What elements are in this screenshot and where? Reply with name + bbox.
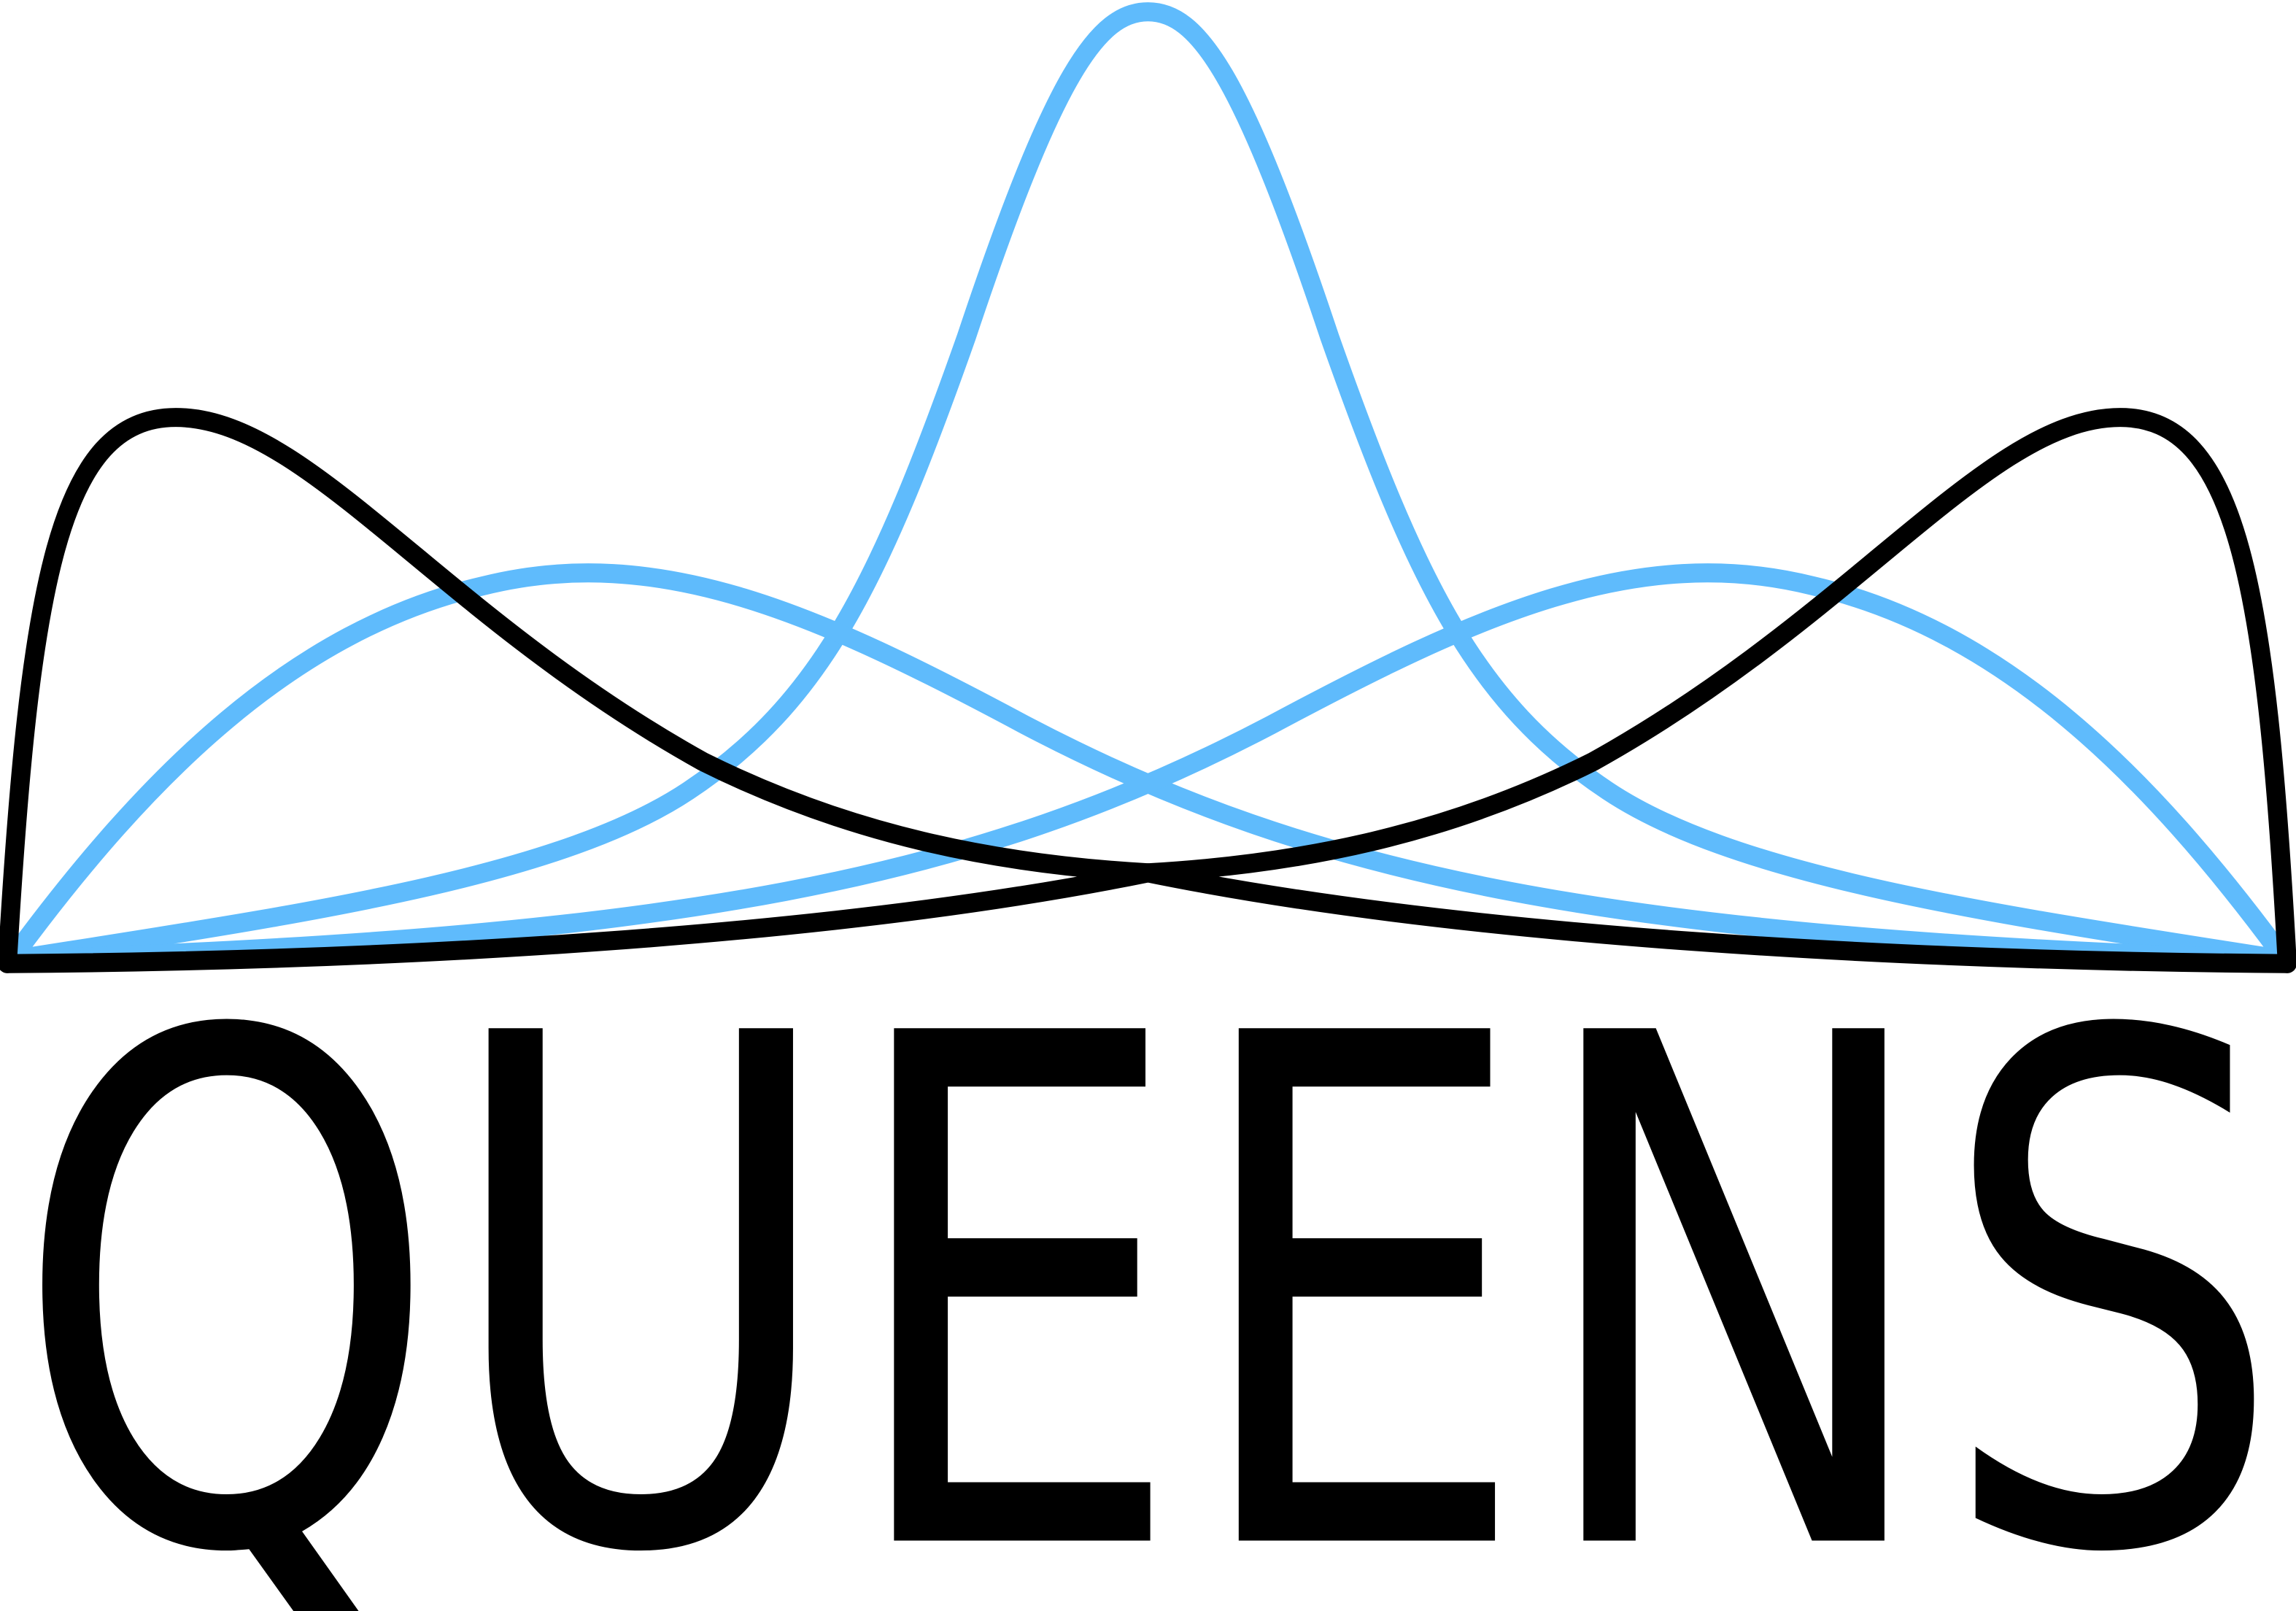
left-peak-curve	[0, 408, 2296, 973]
center-curve	[5, 2, 2291, 969]
logo-text: QUEENS	[12, 889, 2284, 1611]
right-peak-curve	[0, 408, 2296, 973]
right-wide-curve	[9, 563, 2291, 969]
logo-mark	[0, 2, 2296, 973]
left-wide-curve	[5, 563, 2287, 969]
